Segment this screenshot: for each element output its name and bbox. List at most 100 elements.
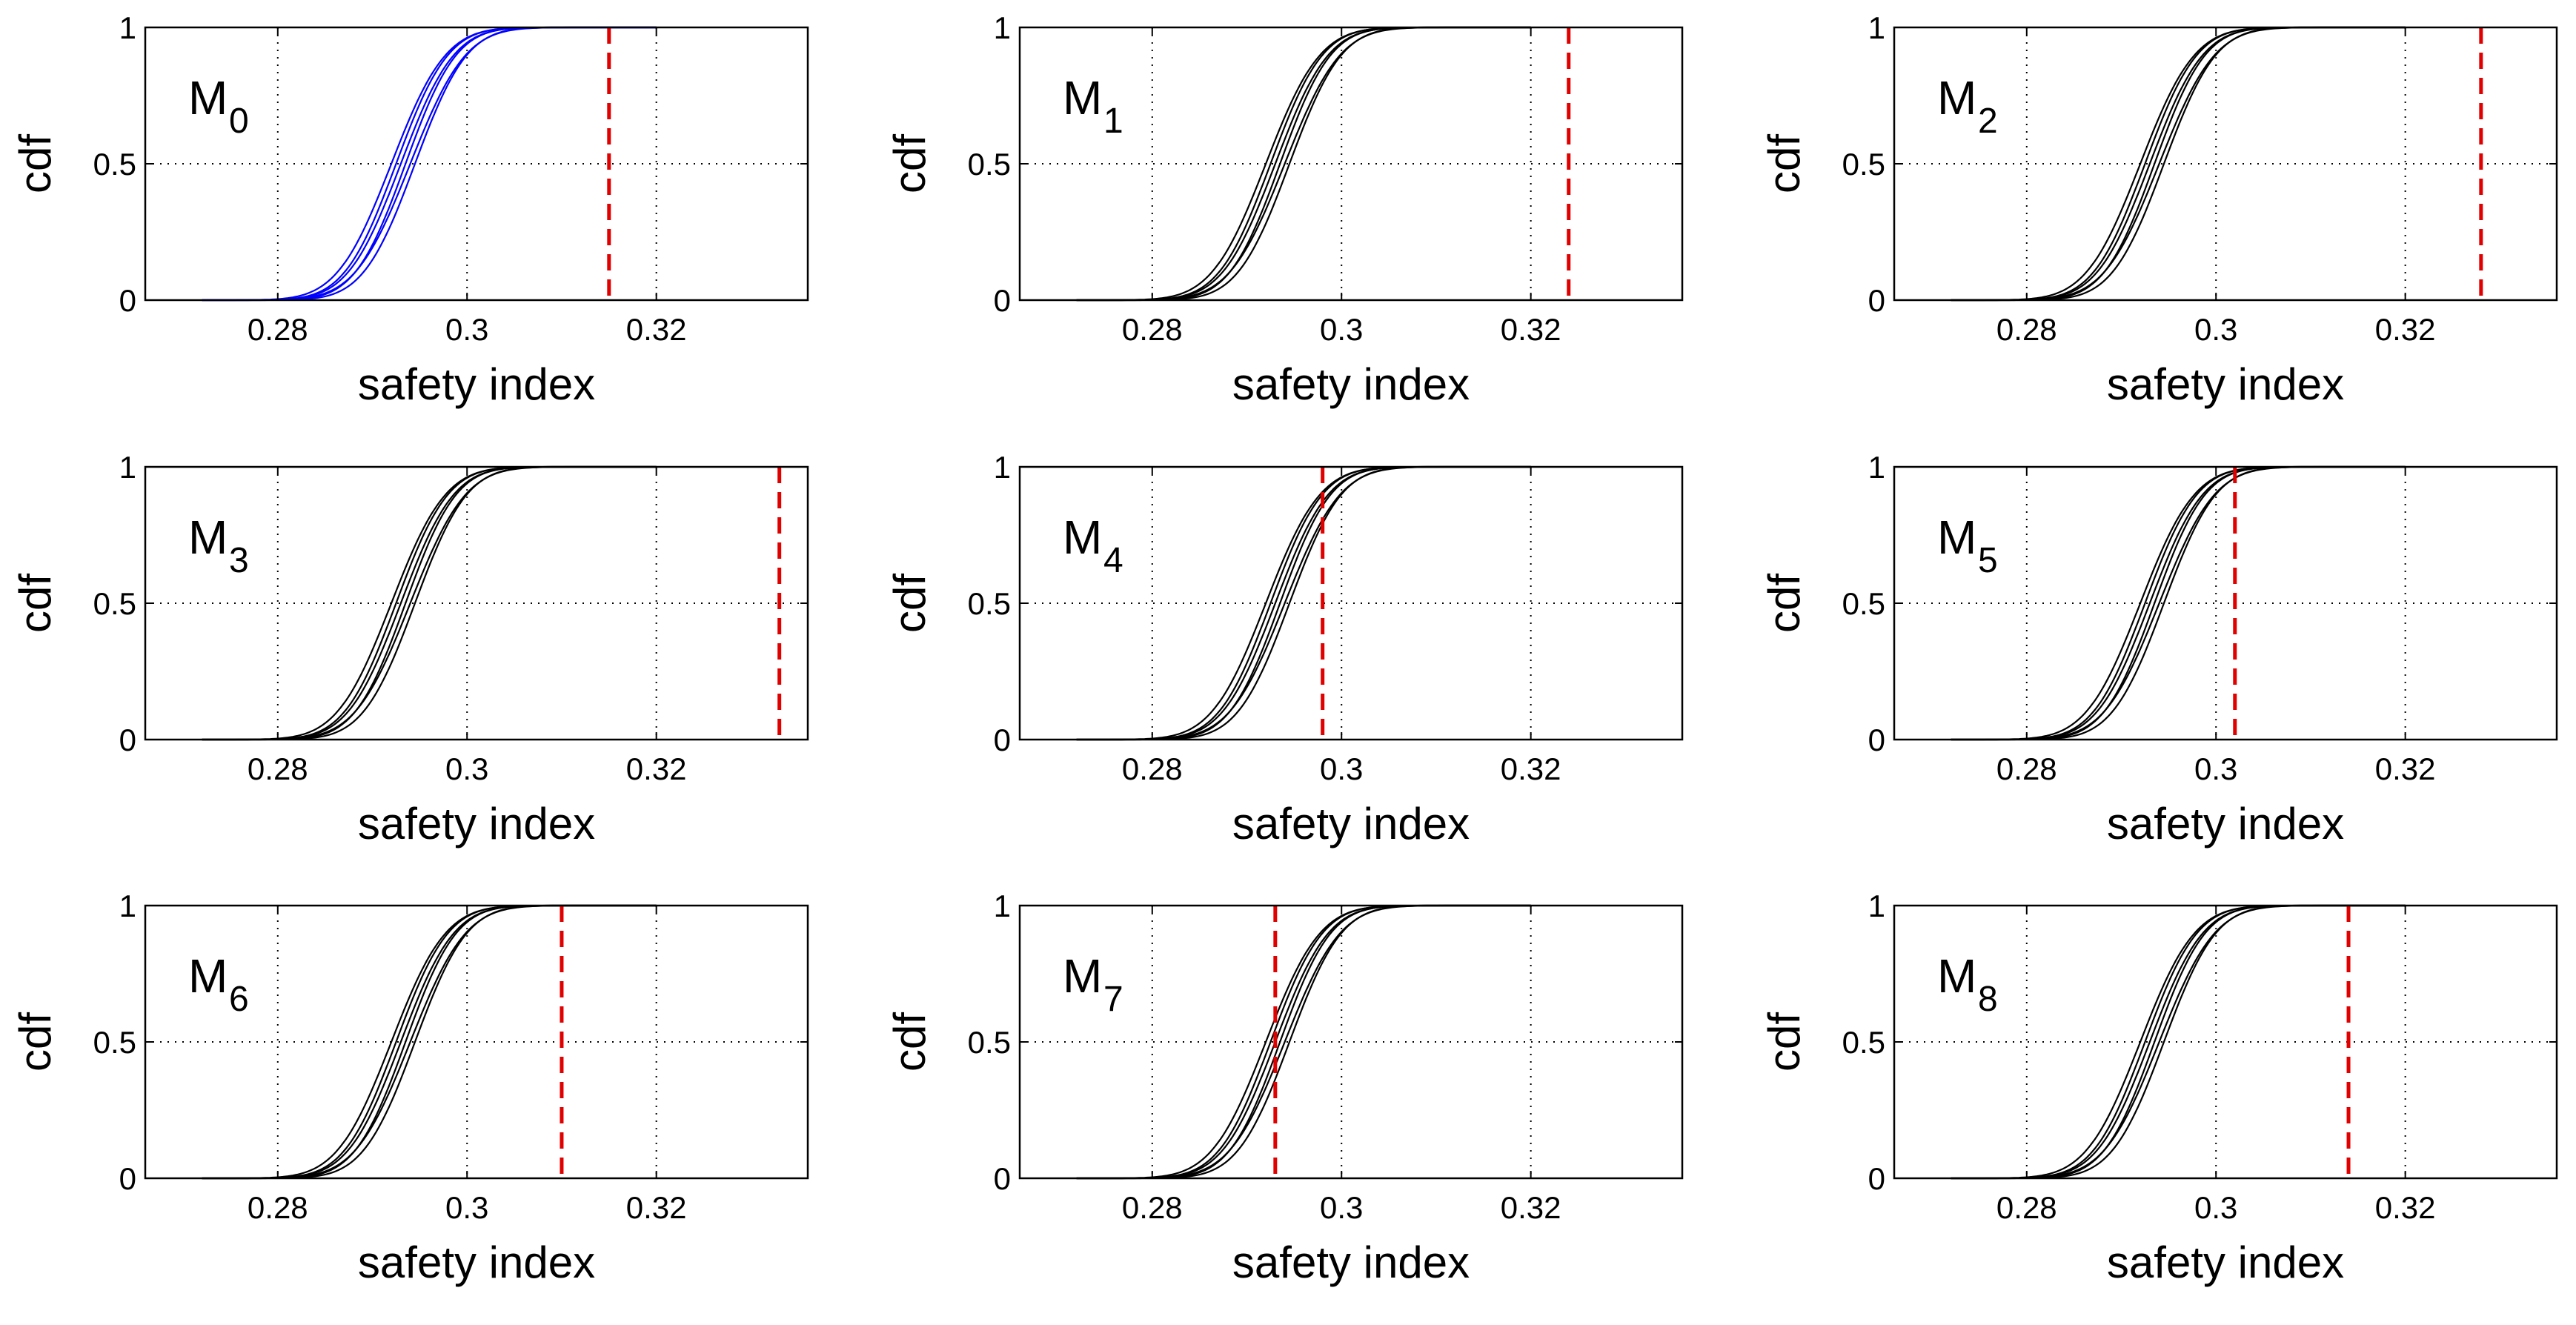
model-label-subscript: 6 — [229, 980, 249, 1019]
x-tick-label: 0.3 — [445, 1190, 488, 1225]
x-axis-label: safety index — [358, 359, 595, 409]
x-tick-label: 0.28 — [248, 1190, 308, 1225]
x-axis-label: safety index — [1232, 359, 1470, 409]
plot-area — [1020, 906, 1682, 1178]
y-tick-label: 0 — [119, 723, 136, 757]
subplot-m2: 0.28 0.3 0.32 0 0.5 1 safety index cdf M 2 — [1759, 10, 2558, 409]
y-tick-label: 0.5 — [1842, 1025, 1885, 1060]
model-label-subscript: 1 — [1103, 102, 1123, 141]
model-label: M — [188, 949, 228, 1003]
subplot-m7: 0.28 0.3 0.32 0 0.5 1 safety index cdf M 7 — [885, 889, 1684, 1287]
x-tick-label: 0.3 — [1320, 312, 1363, 347]
y-tick-label: 0 — [119, 283, 136, 318]
x-axis-label: safety index — [1232, 1238, 1470, 1287]
x-tick-label: 0.32 — [2375, 751, 2436, 786]
y-tick-label: 0.5 — [1842, 147, 1885, 182]
model-label: M — [188, 511, 228, 564]
plot-area — [1894, 467, 2557, 740]
model-label: M — [1063, 949, 1102, 1003]
x-axis-label: safety index — [2107, 359, 2344, 409]
model-label-subscript: 3 — [229, 541, 249, 580]
x-tick-label: 0.32 — [626, 312, 687, 347]
x-tick-label: 0.28 — [1996, 751, 2057, 786]
y-axis-label: cdf — [1759, 1012, 1809, 1072]
y-tick-label: 0.5 — [968, 586, 1011, 621]
x-axis-label: safety index — [2107, 799, 2344, 849]
y-tick-label: 0 — [994, 1161, 1011, 1196]
plot-area — [145, 467, 808, 740]
model-label-subscript: 8 — [1978, 980, 1998, 1019]
model-label: M — [1063, 71, 1102, 124]
model-label: M — [1937, 949, 1976, 1003]
x-tick-label: 0.28 — [1996, 1190, 2057, 1225]
plot-area — [145, 27, 808, 300]
x-tick-label: 0.28 — [248, 312, 308, 347]
x-axis-label: safety index — [1232, 799, 1470, 849]
model-label: M — [1937, 511, 1976, 564]
x-tick-label: 0.32 — [2375, 312, 2436, 347]
model-label-subscript: 4 — [1103, 541, 1123, 580]
y-tick-label: 0.5 — [968, 1025, 1011, 1060]
model-label-subscript: 7 — [1103, 980, 1123, 1019]
subplot-m8: 0.28 0.3 0.32 0 0.5 1 safety index cdf M 8 — [1759, 889, 2558, 1287]
model-label-subscript: 5 — [1978, 541, 1998, 580]
x-tick-label: 0.28 — [1996, 312, 2057, 347]
y-tick-label: 1 — [994, 10, 1011, 45]
x-tick-label: 0.3 — [2194, 1190, 2237, 1225]
model-label: M — [188, 71, 228, 124]
y-axis-label: cdf — [885, 1012, 935, 1072]
y-tick-label: 1 — [1868, 889, 1885, 923]
x-tick-label: 0.28 — [248, 751, 308, 786]
subplot-m4: 0.28 0.3 0.32 0 0.5 1 safety index cdf M 4 — [885, 450, 1684, 849]
x-tick-label: 0.28 — [1122, 1190, 1183, 1225]
y-axis-label: cdf — [10, 574, 60, 633]
y-axis-label: cdf — [10, 134, 60, 193]
plot-area — [1894, 27, 2557, 300]
y-tick-label: 0.5 — [93, 586, 136, 621]
x-tick-label: 0.32 — [1501, 1190, 1561, 1225]
x-tick-label: 0.32 — [1501, 751, 1561, 786]
x-tick-label: 0.32 — [1501, 312, 1561, 347]
x-axis-label: safety index — [358, 799, 595, 849]
x-tick-label: 0.3 — [2194, 751, 2237, 786]
x-tick-label: 0.3 — [445, 751, 488, 786]
y-axis-label: cdf — [885, 574, 935, 633]
y-tick-label: 0 — [119, 1161, 136, 1196]
subplot-m5: 0.28 0.3 0.32 0 0.5 1 safety index cdf M 5 — [1759, 450, 2558, 849]
plot-area — [1894, 906, 2557, 1178]
x-axis-label: safety index — [358, 1238, 595, 1287]
y-tick-label: 1 — [994, 450, 1011, 485]
subplot-m6: 0.28 0.3 0.32 0 0.5 1 safety index cdf M 6 — [10, 889, 809, 1287]
x-tick-label: 0.3 — [1320, 751, 1363, 786]
x-tick-label: 0.28 — [1122, 751, 1183, 786]
model-label: M — [1063, 511, 1102, 564]
x-tick-label: 0.3 — [445, 312, 488, 347]
plot-area — [1020, 27, 1682, 300]
y-tick-label: 0 — [994, 283, 1011, 318]
model-label-subscript: 2 — [1978, 102, 1998, 141]
y-tick-label: 1 — [1868, 10, 1885, 45]
x-tick-label: 0.32 — [626, 1190, 687, 1225]
y-tick-label: 1 — [119, 889, 136, 923]
x-axis-label: safety index — [2107, 1238, 2344, 1287]
y-axis-label: cdf — [1759, 574, 1809, 633]
y-tick-label: 0 — [1868, 283, 1885, 318]
y-tick-label: 1 — [994, 889, 1011, 923]
y-tick-label: 0 — [1868, 1161, 1885, 1196]
plot-area — [1020, 467, 1682, 740]
x-tick-label: 0.3 — [2194, 312, 2237, 347]
y-tick-label: 0.5 — [93, 147, 136, 182]
subplot-m3: 0.28 0.3 0.32 0 0.5 1 safety index cdf M 3 — [10, 450, 809, 849]
y-tick-label: 0.5 — [93, 1025, 136, 1060]
y-tick-label: 1 — [1868, 450, 1885, 485]
x-tick-label: 0.3 — [1320, 1190, 1363, 1225]
x-tick-label: 0.32 — [626, 751, 687, 786]
y-axis-label: cdf — [10, 1012, 60, 1072]
model-label: M — [1937, 71, 1976, 124]
y-tick-label: 1 — [119, 450, 136, 485]
y-axis-label: cdf — [885, 134, 935, 193]
y-axis-label: cdf — [1759, 134, 1809, 193]
